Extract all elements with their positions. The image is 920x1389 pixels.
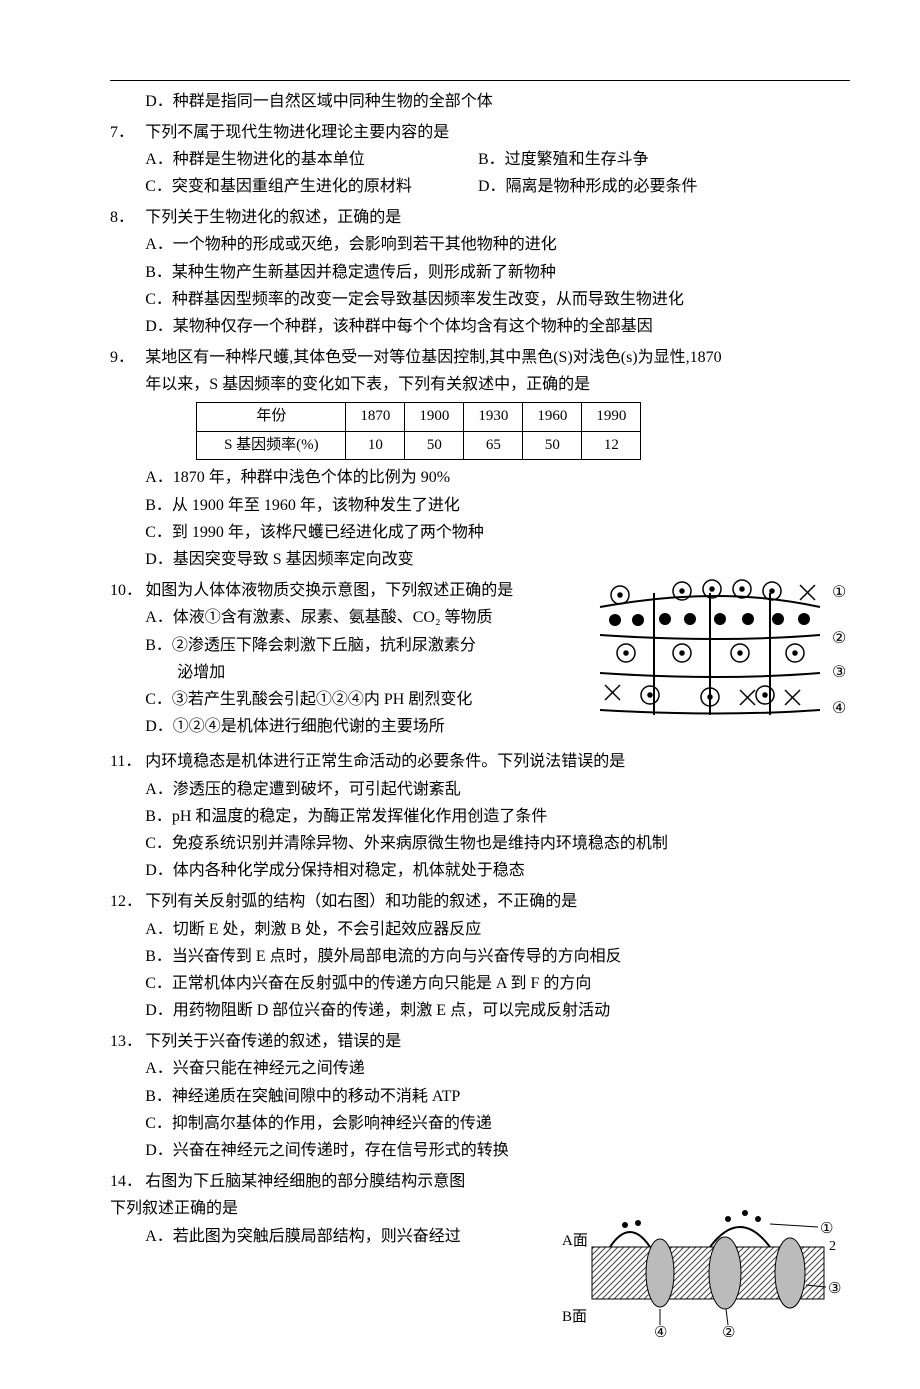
q7-opt-c: C．突变和基因重组产生进化的原材料 [145,173,449,200]
q14-fig-a-face: A面 [562,1233,588,1249]
q11-num: 11． [110,748,145,884]
q8-stem: 下列关于生物进化的叙述，正确的是 [145,204,850,231]
q9-col-1: 1900 [405,403,464,432]
q7-opt-a: A．种群是生物进化的基本单位 [145,146,449,173]
q12-opt-c: C．正常机体内兴奋在反射弧中的传递方向只能是 A 到 F 的方向 [145,970,850,997]
fig-label-3: ③ [832,664,846,681]
q9-opt-b: B．从 1900 年至 1960 年，该物种发生了进化 [145,492,850,519]
q9-val-1: 50 [405,431,464,460]
question-12: 12． 下列有关反射弧的结构（如右图）和功能的叙述，不正确的是 A．切断 E 处… [110,888,850,1024]
fig-label-1: ① [832,584,846,601]
q13-opt-c: C．抑制高尔基体的作用，会影响神经兴奋的传递 [145,1110,850,1137]
question-8: 8． 下列关于生物进化的叙述，正确的是 A．一个物种的形成或灭绝，会影响到若干其… [110,204,850,340]
q10-opt-a: A．体液①含有激素、尿素、氨基酸、CO₂ 等物质 [145,604,582,631]
q8-opt-d: D．某物种仅存一个种群，该种群中每个个体均含有这个物种的全部基因 [145,313,850,340]
q9-opt-c: C．到 1990 年，该桦尺蠖已经进化成了两个物种 [145,519,850,546]
q9-col-2: 1930 [464,403,523,432]
question-10: 10． 如图为人体体液物质交换示意图，下列叙述正确的是 A．体液①含有激素、尿素… [110,577,850,744]
q13-num: 13． [110,1028,145,1164]
table-row: 年份 1870 1900 1930 1960 1990 [197,403,641,432]
q12-opt-d: D．用药物阻断 D 部位兴奋的传递，刺激 E 点，可以完成反射活动 [145,997,850,1024]
q9-val-0: 10 [346,431,405,460]
question-7: 7． 下列不属于现代生物进化理论主要内容的是 A．种群是生物进化的基本单位 B．… [110,119,850,201]
q10-figure: ① ② ③ ④ [590,555,850,744]
q9-num: 9． [110,344,145,573]
table-row: S 基因频率(%) 10 50 65 50 12 [197,431,641,460]
q12-num: 12． [110,888,145,1024]
q11-opt-a: A．渗透压的稳定遭到破坏，可引起代谢紊乱 [145,776,850,803]
q13-opt-a: A．兴奋只能在神经元之间传递 [145,1055,850,1082]
q14-line2: 下列叙述正确的是 [110,1195,542,1222]
q9-opt-a: A．1870 年，种群中浅色个体的比例为 90% [145,464,850,491]
question-11: 11． 内环境稳态是机体进行正常生命活动的必要条件。下列说法错误的是 A．渗透压… [110,748,850,884]
q9-col-0: 1870 [346,403,405,432]
q13-stem: 下列关于兴奋传递的叙述，错误的是 [145,1028,850,1055]
q14-fig-label-2: ② [722,1325,735,1339]
q11-opt-c: C．免疫系统识别并清除异物、外来病原微生物也是维持内环境稳态的机制 [145,830,850,857]
q9-val-2: 65 [464,431,523,460]
fig-label-2: ② [832,630,846,647]
q7-num: 7． [110,119,145,201]
q9-stem-line2: 年以来，S 基因频率的变化如下表，下列有关叙述中，正确的是 [145,371,850,398]
q7-opt-d: D．隔离是物种形成的必要条件 [478,173,698,200]
q9-col-3: 1960 [523,403,582,432]
fig-label-4: ④ [832,700,846,717]
q11-opt-b: B．pH 和温度的稳定，为酶正常发挥催化作用创造了条件 [145,803,850,830]
q7-opt-b: B．过度繁殖和生存斗争 [478,146,649,173]
question-13: 13． 下列关于兴奋传递的叙述，错误的是 A．兴奋只能在神经元之间传递 B．神经… [110,1028,850,1164]
q12-opt-a: A．切断 E 处，刺激 B 处，不会引起效应器反应 [145,916,850,943]
q9-col-4: 1990 [582,403,641,432]
q10-num: 10． [110,577,145,744]
q10-opt-b-line1: B．②渗透压下降会刺激下丘脑，抗利尿激素分 [145,632,582,659]
q10-opt-d: D．①②④是机体进行细胞代谢的主要场所 [145,713,582,740]
page-number: 2 [829,1235,836,1259]
q8-opt-c: C．种群基因型频率的改变一定会导致基因频率发生改变，从而导致生物进化 [145,286,850,313]
q10-opt-c: C．③若产生乳酸会引起①②④内 PH 剧烈变化 [145,686,582,713]
q12-opt-b: B．当兴奋传到 E 点时，膜外局部电流的方向与兴奋传导的方向相反 [145,943,850,970]
q14-figure: A面 B面 ① ③ ② ④ [550,1189,850,1348]
q9-th-freq: S 基因频率(%) [197,431,346,460]
q11-stem: 内环境稳态是机体进行正常生命活动的必要条件。下列说法错误的是 [145,748,850,775]
q14-opt-a: A．若此图为突触后膜局部结构，则兴奋经过 [145,1223,542,1250]
q13-opt-b: B．神经递质在突触间隙中的移动不消耗 ATP [145,1083,850,1110]
q10-stem: 如图为人体体液物质交换示意图，下列叙述正确的是 [145,577,582,604]
q14-fig-label-3: ③ [828,1281,841,1297]
q12-stem: 下列有关反射弧的结构（如右图）和功能的叙述，不正确的是 [145,888,850,915]
q9-stem-line1: 某地区有一种桦尺蠖,其体色受一对等位基因控制,其中黑色(S)对浅色(s)为显性,… [145,344,850,371]
question-9: 9． 某地区有一种桦尺蠖,其体色受一对等位基因控制,其中黑色(S)对浅色(s)为… [110,344,850,573]
q14-fig-label-4: ④ [654,1325,667,1339]
q9-th-year: 年份 [197,403,346,432]
q10-opt-b-line2: 泌增加 [145,659,582,686]
q7-stem: 下列不属于现代生物进化理论主要内容的是 [145,119,850,146]
q9-val-3: 50 [523,431,582,460]
q14-fig-b-face: B面 [562,1309,587,1325]
q9-table: 年份 1870 1900 1930 1960 1990 S 基因频率(%) 10… [196,402,641,460]
q8-opt-b: B．某种生物产生新基因并稳定遗传后，则形成新了新物种 [145,259,850,286]
q8-opt-a: A．一个物种的形成或灭绝，会影响到若干其他物种的进化 [145,231,850,258]
q9-val-4: 12 [582,431,641,460]
q13-opt-d: D．兴奋在神经元之间传递时，存在信号形式的转换 [145,1137,850,1164]
q11-opt-d: D．体内各种化学成分保持相对稳定，机体就处于稳态 [145,857,850,884]
prev-opt-d: D．种群是指同一自然区域中同种生物的全部个体 [145,93,493,110]
q8-num: 8． [110,204,145,340]
q14-num: 14． [110,1168,145,1195]
